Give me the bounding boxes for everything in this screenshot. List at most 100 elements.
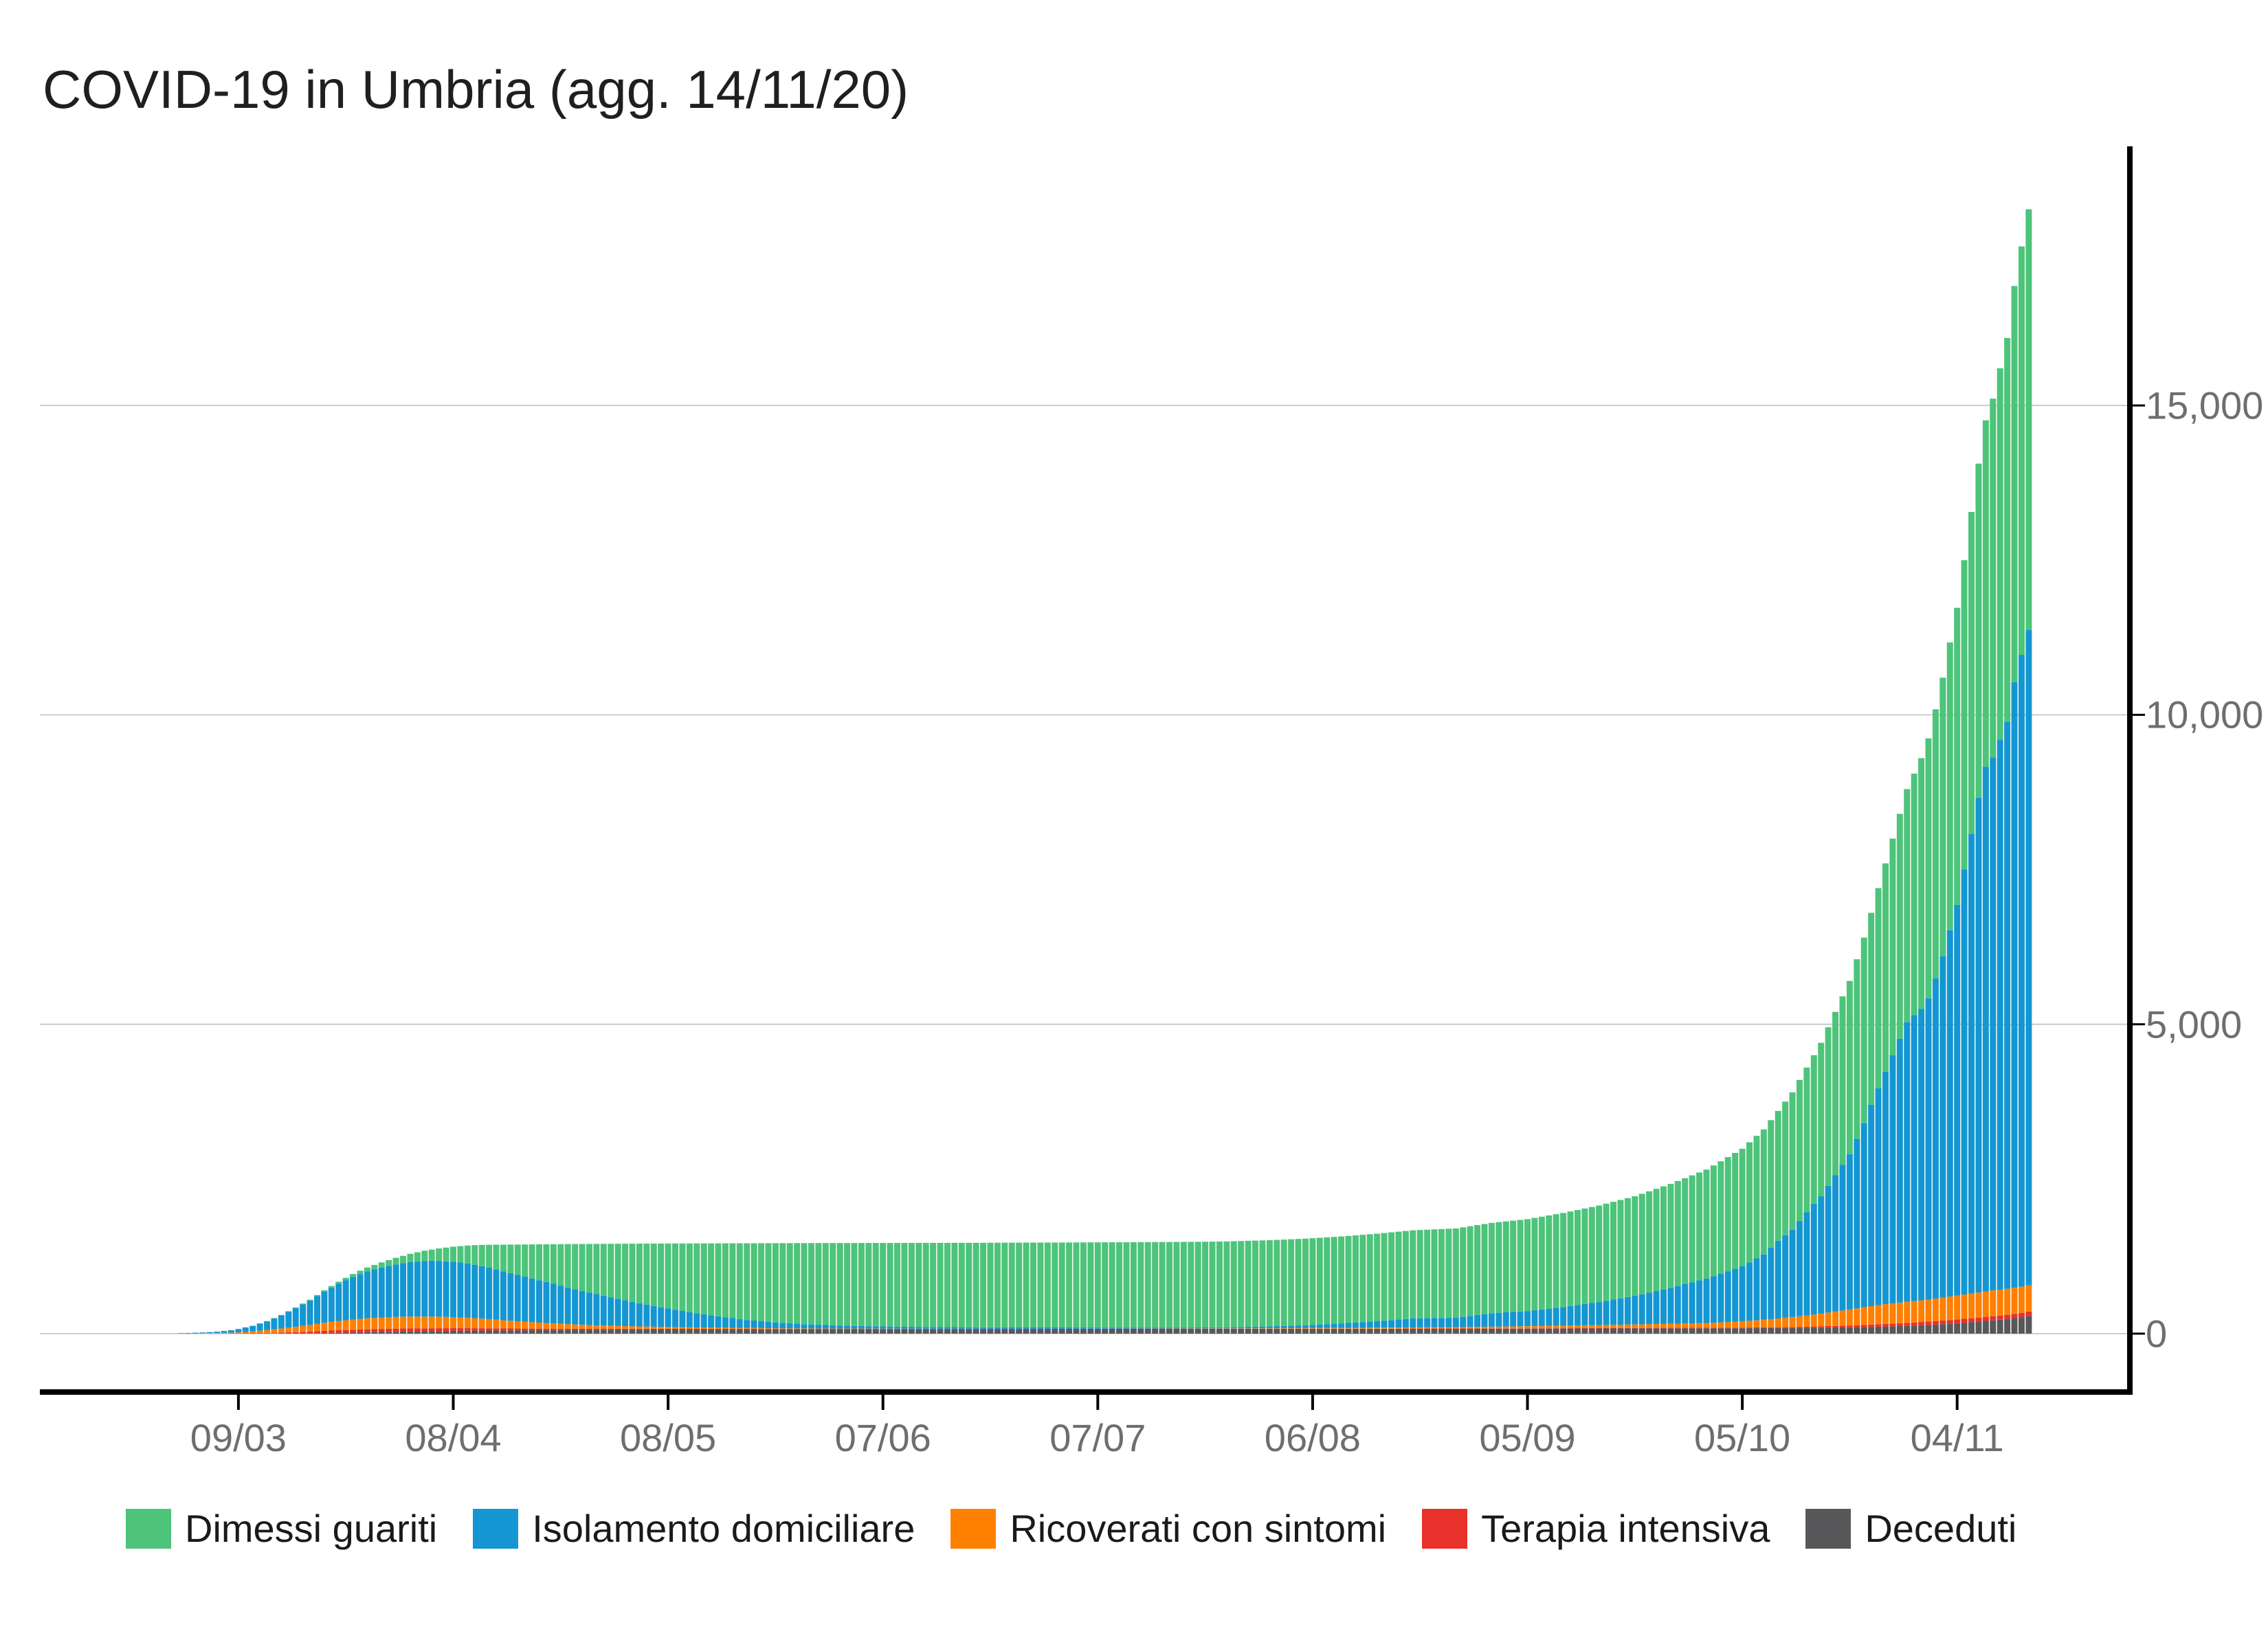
bar-segment (357, 1332, 364, 1334)
bar-segment (1431, 1327, 1438, 1329)
bar-segment (1574, 1210, 1581, 1305)
bar-segment (407, 1261, 414, 1317)
x-tick-label: 07/07 (1049, 1416, 1146, 1459)
bar-segment (1925, 1325, 1932, 1334)
bar-group (1961, 560, 1968, 1334)
bar-segment (1381, 1233, 1388, 1321)
bar-segment (772, 1243, 779, 1323)
bar-segment (457, 1328, 464, 1331)
bar-segment (1359, 1327, 1366, 1329)
bar-segment (1030, 1327, 1036, 1329)
bar-segment (464, 1263, 471, 1318)
bar-segment (271, 1329, 278, 1333)
bar-segment (937, 1329, 944, 1334)
bar-segment (1309, 1325, 1316, 1328)
bar-segment (614, 1328, 621, 1330)
bar-group (600, 1244, 607, 1334)
bar-segment (658, 1307, 665, 1327)
bar-segment (1087, 1329, 1094, 1334)
bar-group (572, 1244, 579, 1334)
bar-segment (1553, 1328, 1559, 1334)
bar-group (242, 1327, 249, 1334)
bar-segment (1560, 1325, 1567, 1329)
bar-segment (1116, 1327, 1123, 1329)
bar-segment (836, 1325, 843, 1329)
bar-segment (1130, 1328, 1137, 1334)
bar-segment (1603, 1325, 1610, 1328)
bar-segment (543, 1328, 550, 1330)
bar-segment (836, 1328, 843, 1330)
bar-group (643, 1243, 650, 1334)
legend-swatch-blue (473, 1508, 519, 1549)
bar-segment (1230, 1328, 1237, 1334)
x-tick-label: 05/10 (1694, 1416, 1791, 1459)
bar-segment (1739, 1148, 1746, 1267)
legend-item: Isolamento domiciliare (473, 1506, 915, 1551)
bar-segment (779, 1323, 786, 1329)
bar-group (1030, 1242, 1036, 1334)
bar-segment (1130, 1242, 1137, 1328)
bar-segment (1739, 1328, 1746, 1334)
bar-group (1667, 1184, 1674, 1334)
bar-segment (1209, 1328, 1216, 1334)
bar-segment (436, 1261, 443, 1317)
bar-segment (314, 1333, 320, 1334)
bar-segment (1302, 1325, 1309, 1328)
bar-segment (1818, 1042, 1825, 1197)
bar-segment (1166, 1242, 1172, 1328)
bar-segment (1517, 1326, 1524, 1329)
bar-segment (307, 1333, 313, 1334)
bar-segment (550, 1323, 557, 1329)
legend-label: Ricoverati con sintomi (1010, 1507, 1387, 1550)
bar-segment (593, 1244, 600, 1294)
bar-segment (1968, 1318, 1975, 1323)
bar-segment (643, 1328, 650, 1330)
bar-segment (342, 1320, 349, 1330)
bar-group (314, 1294, 320, 1334)
bar-segment (543, 1244, 550, 1282)
bar-segment (321, 1330, 328, 1334)
bar-segment (1868, 1324, 1875, 1327)
bar-segment (1610, 1325, 1617, 1328)
bar-group (980, 1242, 987, 1334)
bar-segment (457, 1246, 464, 1263)
bar-segment (1810, 1314, 1817, 1327)
bar-group (987, 1242, 994, 1334)
bar-segment (2004, 1288, 2011, 1315)
bar-segment (1259, 1326, 1266, 1329)
bar-segment (1782, 1317, 1789, 1327)
bar-segment (1660, 1323, 1667, 1328)
bar-segment (858, 1243, 865, 1326)
bar-segment (1832, 1325, 1839, 1328)
bar-segment (815, 1328, 822, 1330)
bar-segment (1567, 1328, 1574, 1334)
bar-segment (1194, 1327, 1201, 1329)
bar-segment (1381, 1327, 1388, 1329)
bar-segment (386, 1332, 392, 1334)
bar-segment (608, 1330, 614, 1334)
bar-segment (471, 1245, 478, 1265)
bar-group (887, 1243, 893, 1334)
x-tick-label: 04/11 (1910, 1416, 2004, 1459)
bar-segment (1768, 1327, 1775, 1328)
bar-segment (522, 1328, 529, 1331)
bar-segment (1875, 1326, 1882, 1334)
bar-segment (392, 1316, 399, 1329)
bar-segment (1309, 1238, 1316, 1325)
bar-segment (414, 1331, 421, 1334)
bar-segment (944, 1242, 950, 1327)
bar-segment (1481, 1328, 1488, 1334)
bar-segment (1295, 1325, 1302, 1328)
bar-segment (1230, 1328, 1237, 1329)
bar-segment (278, 1315, 285, 1329)
bar-group (937, 1242, 944, 1334)
bar-segment (1975, 1321, 1982, 1334)
bar-segment (972, 1329, 979, 1334)
bar-segment (1288, 1328, 1295, 1334)
bar-segment (922, 1327, 929, 1329)
bar-segment (1152, 1328, 1159, 1334)
bar-segment (1839, 1327, 1846, 1334)
bar-segment (328, 1321, 335, 1331)
bar-segment (1502, 1328, 1509, 1334)
bar-segment (2018, 246, 2025, 655)
